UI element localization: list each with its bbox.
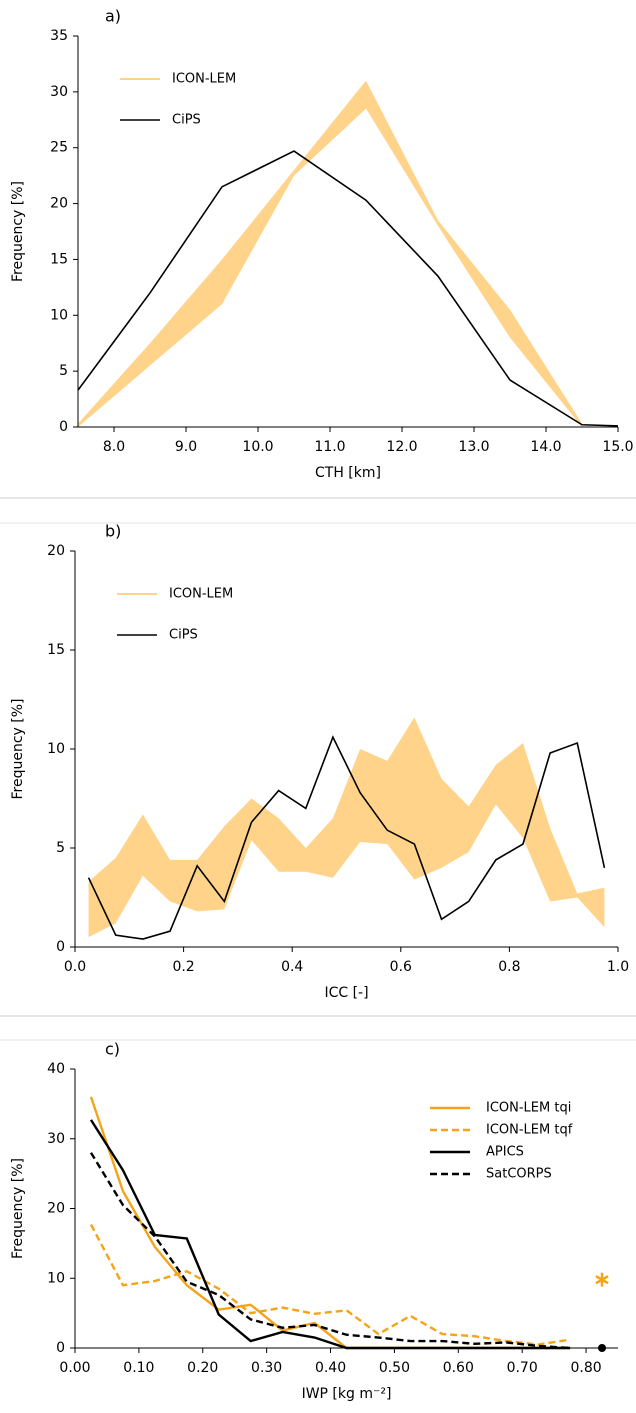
x-tick-label: 0.8 xyxy=(498,959,520,975)
y-axis-label: Frequency [%] xyxy=(10,181,26,282)
y-axis-label: Frequency [%] xyxy=(10,698,26,799)
x-tick-label: 0.00 xyxy=(59,1360,90,1376)
x-axis-label: ICC [-] xyxy=(324,985,368,1001)
x-tick-label: 1.0 xyxy=(607,959,629,975)
legend-label: APICS xyxy=(486,1145,524,1160)
y-tick-label: 15 xyxy=(50,251,68,267)
x-axis-label: CTH [km] xyxy=(315,465,381,481)
y-tick-label: 5 xyxy=(56,840,65,856)
x-tick-label: 0.40 xyxy=(315,1360,346,1376)
y-tick-label: 30 xyxy=(50,84,68,100)
y-tick-label: 10 xyxy=(50,307,68,323)
x-tick-label: 0.20 xyxy=(187,1360,218,1376)
x-tick-label: 0.6 xyxy=(390,959,412,975)
panel-label: b) xyxy=(105,522,121,541)
series-line xyxy=(77,150,619,427)
y-tick-label: 20 xyxy=(47,1201,65,1217)
series-line xyxy=(89,1223,571,1346)
panel-label: a) xyxy=(105,7,121,26)
x-tick-label: 0.30 xyxy=(251,1360,282,1376)
y-tick-label: 20 xyxy=(50,196,68,212)
x-tick-label: 0.80 xyxy=(570,1360,601,1376)
x-tick-label: 0.10 xyxy=(123,1360,154,1376)
x-tick-label: 14.0 xyxy=(530,439,561,455)
y-axis-label: Frequency [%] xyxy=(10,1158,26,1259)
y-tick-label: 15 xyxy=(47,642,65,658)
y-tick-label: 35 xyxy=(50,28,68,44)
legend-label: ICON-LEM tqf xyxy=(486,1123,573,1138)
x-tick-label: 0.50 xyxy=(379,1360,410,1376)
x-tick-label: 0.0 xyxy=(64,959,86,975)
y-tick-label: 30 xyxy=(47,1131,65,1147)
panel-label: c) xyxy=(105,1040,120,1059)
x-tick-label: 12.0 xyxy=(386,439,417,455)
series-line xyxy=(87,735,606,940)
x-tick-label: 9.0 xyxy=(175,439,197,455)
y-tick-label: 20 xyxy=(47,543,65,559)
y-tick-label: 0 xyxy=(59,419,68,435)
x-tick-label: 0.60 xyxy=(443,1360,474,1376)
legend-label: CiPS xyxy=(172,113,201,128)
x-tick-label: 0.4 xyxy=(281,959,303,975)
legend-label: ICON-LEM xyxy=(169,587,233,602)
x-tick-label: 10.0 xyxy=(242,439,273,455)
x-tick-label: 15.0 xyxy=(602,439,633,455)
x-tick-label: 8.0 xyxy=(103,439,125,455)
range-band xyxy=(88,717,605,938)
legend-label: ICON-LEM tqi xyxy=(486,1101,571,1116)
x-tick-label: 13.0 xyxy=(458,439,489,455)
legend-label: ICON-LEM xyxy=(172,72,236,87)
y-tick-label: 40 xyxy=(47,1061,65,1077)
legend-label: CiPS xyxy=(169,628,198,643)
series-line xyxy=(89,1152,571,1350)
y-tick-label: 25 xyxy=(50,140,68,156)
y-tick-label: 0 xyxy=(56,1340,65,1356)
y-tick-label: 0 xyxy=(56,939,65,955)
x-tick-label: 0.2 xyxy=(172,959,194,975)
y-tick-label: 10 xyxy=(47,741,65,757)
x-tick-label: 0.70 xyxy=(507,1360,538,1376)
y-tick-label: 10 xyxy=(47,1270,65,1286)
x-axis-label: IWP [kg m⁻²] xyxy=(302,1386,392,1402)
x-tick-label: 11.0 xyxy=(314,439,345,455)
legend-label: SatCORPS xyxy=(486,1167,552,1182)
asterisk-marker xyxy=(595,1275,609,1285)
y-tick-label: 5 xyxy=(59,363,68,379)
